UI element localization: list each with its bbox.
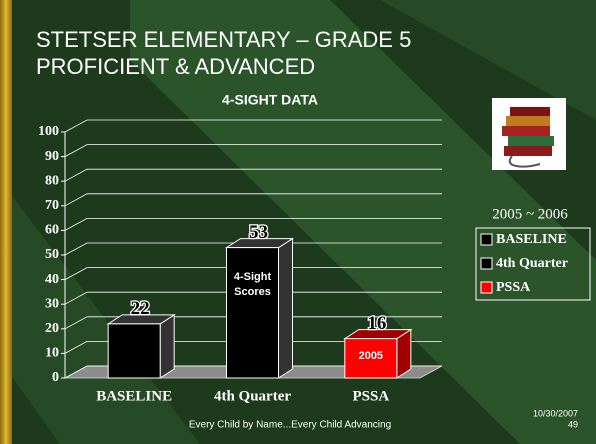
legend-label: PSSA [496, 280, 531, 295]
legend-title: 2005 ~ 2006 [492, 206, 568, 222]
value-label: 22 [131, 298, 150, 319]
bar-annotation: 4-Sight [234, 271, 272, 283]
footer: Every Child by Name...Every Child Advanc… [189, 420, 391, 431]
value-label: 16 [367, 313, 386, 334]
y-tick-label: 40 [45, 272, 59, 287]
page-number: 49 [568, 419, 578, 429]
x-tick-label: 4th Quarter [214, 388, 291, 404]
y-tick-label: 20 [45, 321, 59, 336]
bar [107, 323, 161, 379]
grid-line [64, 316, 442, 330]
grid-line [64, 340, 442, 354]
legend-label: BASELINE [496, 232, 567, 247]
value-label: 53 [249, 222, 268, 243]
gold-bar [0, 0, 12, 444]
y-tick-label: 90 [45, 149, 59, 164]
bar-annotation: Scores [234, 286, 271, 298]
y-tick-label: 60 [45, 223, 59, 238]
y-tick-label: 0 [52, 370, 59, 385]
y-tick-label: 50 [45, 247, 59, 262]
background-stripe [380, 0, 596, 120]
chart-title: 4-SIGHT DATA [222, 92, 318, 108]
slide-title: PROFICIENT & ADVANCED [36, 54, 315, 79]
bar [226, 247, 279, 379]
legend-swatch [480, 233, 493, 246]
grid-line [64, 119, 442, 133]
grid-line [64, 217, 442, 231]
legend-label: 4th Quarter [496, 256, 568, 271]
books-picture [492, 98, 566, 170]
grid-line [64, 168, 442, 182]
y-tick-label: 30 [45, 296, 59, 311]
grid-line [64, 365, 442, 379]
grid-line [64, 144, 442, 157]
legend-swatch [480, 257, 493, 270]
slide-title: STETSER ELEMENTARY – GRADE 5 [36, 27, 411, 52]
y-tick-label: 10 [45, 346, 59, 361]
bar-side [278, 237, 293, 379]
grid-line [64, 242, 442, 256]
y-tick-label: 80 [45, 173, 59, 188]
x-tick-label: BASELINE [96, 388, 172, 404]
grid-line [64, 267, 442, 280]
background-stripe [130, 0, 596, 444]
grid-line [64, 291, 442, 305]
x-tick-label: PSSA [352, 388, 389, 404]
bar-annotation: 2005 [359, 350, 383, 362]
legend-swatch [480, 281, 493, 294]
y-tick-label: 70 [45, 198, 59, 213]
y-tick-label: 100 [38, 124, 59, 139]
bar-side [159, 313, 175, 379]
legend-box [475, 227, 591, 301]
bar [344, 338, 398, 379]
grid-line [64, 193, 442, 207]
date: 10/30/2007 [533, 408, 578, 418]
